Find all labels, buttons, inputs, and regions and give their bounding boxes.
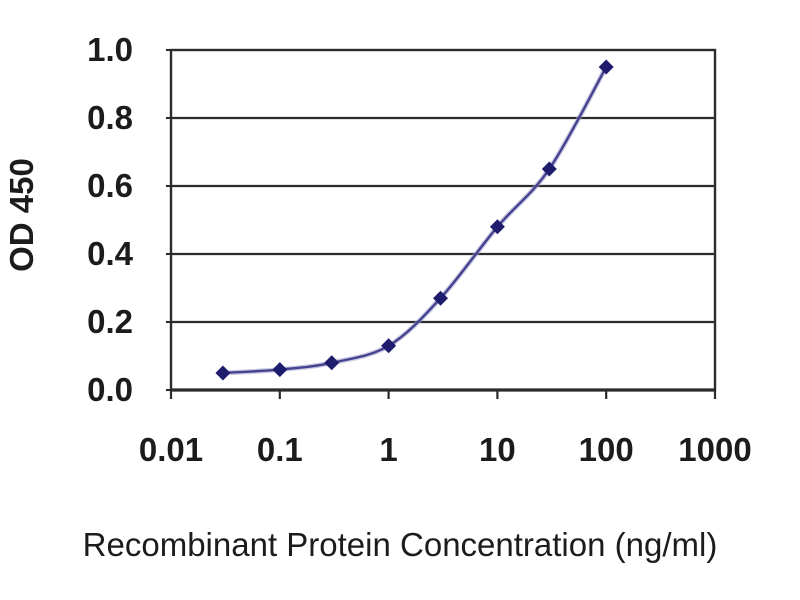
x-tick-label: 1 bbox=[379, 431, 398, 468]
y-tick-label: 0.0 bbox=[87, 371, 133, 408]
data-point-marker bbox=[541, 161, 557, 177]
data-series bbox=[215, 59, 614, 381]
y-tick-label: 1.0 bbox=[87, 31, 133, 68]
data-point-marker bbox=[433, 290, 449, 306]
plot-border bbox=[169, 48, 717, 392]
x-tick-label: 10 bbox=[479, 431, 516, 468]
y-tick-label: 0.2 bbox=[87, 303, 133, 340]
x-tick-label: 1000 bbox=[678, 431, 752, 468]
data-point-marker bbox=[324, 355, 340, 371]
data-point-marker bbox=[598, 59, 614, 75]
data-point-marker bbox=[489, 219, 505, 235]
x-tick-label: 0.01 bbox=[138, 431, 204, 468]
gridlines bbox=[171, 116, 715, 324]
y-axis-title: OD 450 bbox=[3, 158, 40, 272]
y-tick-label: 0.8 bbox=[87, 99, 133, 136]
y-tick-label: 0.4 bbox=[87, 235, 133, 272]
axis-tick-marks bbox=[166, 49, 717, 399]
data-point-marker bbox=[215, 365, 231, 381]
data-line-halo bbox=[222, 65, 609, 376]
x-tick-label: 0.1 bbox=[256, 431, 303, 468]
y-tick-label: 0.6 bbox=[87, 167, 133, 204]
x-axis-title: Recombinant Protein Concentration (ng/ml… bbox=[82, 526, 718, 563]
plot-frame bbox=[169, 48, 717, 392]
x-tick-label: 100 bbox=[578, 431, 634, 468]
data-point-marker bbox=[272, 362, 288, 378]
data-point-marker bbox=[381, 338, 397, 354]
